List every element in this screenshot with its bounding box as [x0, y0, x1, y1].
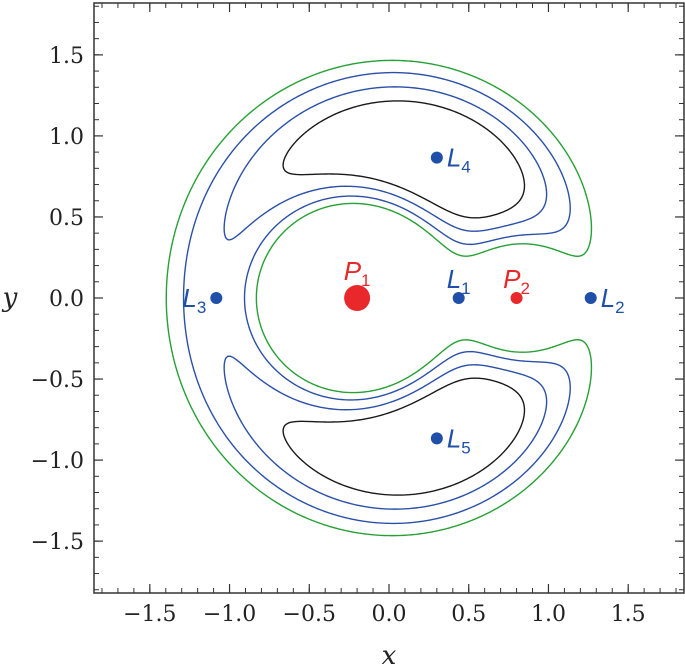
label-l4: L4	[447, 143, 471, 177]
point-l4	[430, 151, 443, 164]
point-p2	[510, 292, 523, 304]
x-tick-label: −0.5	[283, 602, 336, 627]
y-tick-label: 0.5	[49, 206, 84, 231]
contour-line	[182, 71, 571, 525]
x-tick-label: 1.0	[531, 602, 566, 627]
label-p1: P1	[344, 256, 371, 290]
y-tick-label: 0.0	[49, 287, 84, 312]
y-tick-label: 1.5	[49, 44, 84, 69]
x-tick-label: −1.0	[203, 602, 256, 627]
x-tick-label: −1.5	[123, 602, 176, 627]
contour-curves	[165, 59, 593, 537]
y-tick-label: 1.0	[49, 125, 84, 150]
point-l3	[210, 292, 223, 304]
label-l3: L3	[182, 283, 206, 317]
x-axis-label: x	[382, 641, 397, 666]
y-axis-label: y	[2, 283, 18, 313]
contour-line	[282, 100, 526, 496]
point-l5	[430, 432, 443, 445]
label-l5: L5	[447, 423, 471, 457]
contour-line	[165, 59, 593, 537]
axis-ticks: −1.5 −1.0 −0.5 0.0 0.5 1.0 1.5 −1.5 −1.0 −0.5 0.0 0…	[31, 3, 684, 627]
point-p1	[344, 285, 371, 311]
y-tick-label: −1.0	[31, 449, 84, 474]
x-tick-label: 0.5	[451, 602, 486, 627]
contour-line	[223, 86, 548, 510]
label-l2: L2	[601, 283, 625, 317]
label-l1: L1	[447, 264, 471, 298]
y-tick-label: −1.5	[31, 530, 84, 555]
equilibrium-points: P1 P2 L1 L2 L3 L4 L5	[182, 143, 624, 458]
y-tick-label: −0.5	[31, 368, 84, 393]
label-p2: P2	[503, 264, 530, 298]
x-tick-label: 0.0	[372, 602, 407, 627]
point-l2	[584, 292, 597, 304]
x-tick-label: 1.5	[611, 602, 646, 627]
point-l1	[452, 292, 465, 304]
